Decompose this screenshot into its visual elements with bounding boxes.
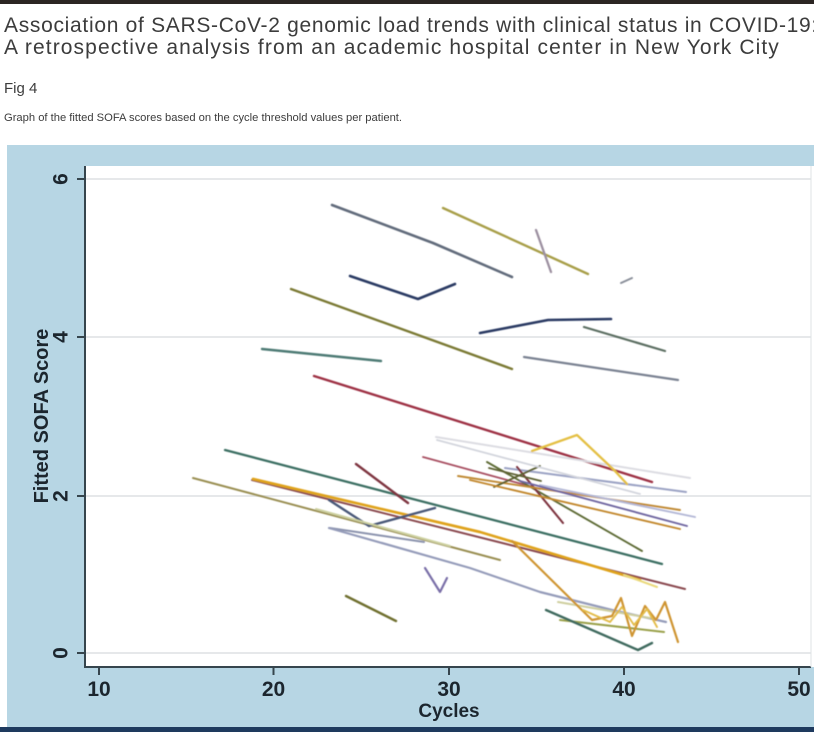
svg-text:Cycles: Cycles [418, 701, 479, 722]
svg-text:30: 30 [437, 678, 460, 701]
svg-text:0: 0 [50, 647, 73, 659]
svg-text:Fitted SOFA Score: Fitted SOFA Score [31, 329, 53, 504]
svg-text:20: 20 [262, 678, 285, 701]
svg-text:4: 4 [50, 331, 73, 343]
svg-text:10: 10 [87, 678, 110, 701]
svg-text:40: 40 [612, 678, 635, 701]
svg-text:50: 50 [787, 678, 810, 701]
svg-text:6: 6 [50, 173, 73, 185]
svg-text:2: 2 [50, 490, 73, 502]
